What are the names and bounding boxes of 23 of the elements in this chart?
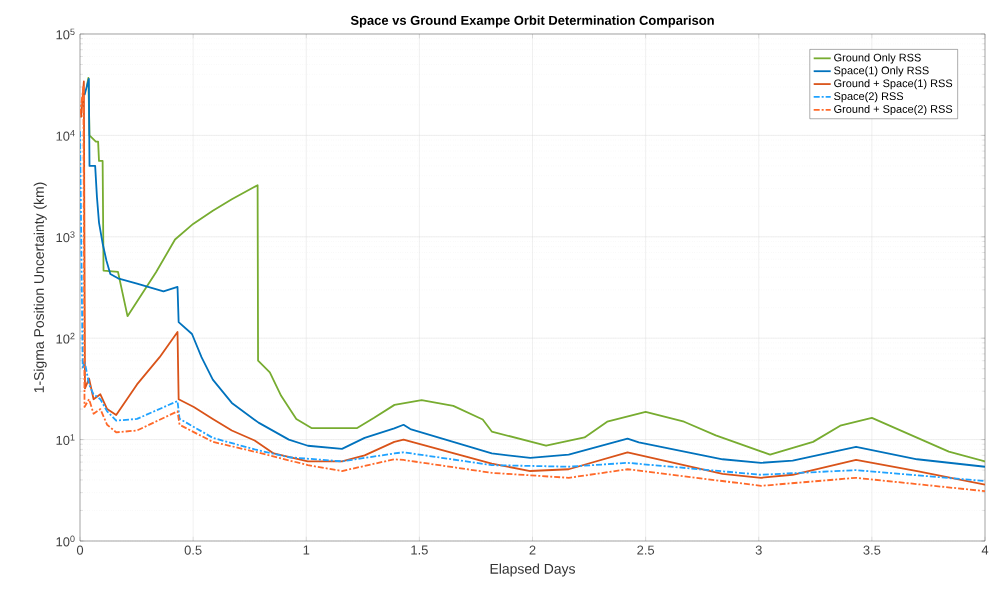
y-tick-label: 10$^{1}$ (56, 434, 75, 445)
legend-label: Space(2) RSS (834, 92, 904, 103)
x-tick-label: 4 (981, 545, 989, 555)
x-tick-label: 1 (303, 545, 310, 555)
x-tick-label: 3 (755, 545, 762, 555)
chart-title: Space vs Ground Exampe Orbit Determination Comparison (350, 15, 714, 28)
legend-label: Ground + Space(2) RSS (834, 104, 953, 116)
x-tick-label: 0.5 (184, 545, 202, 555)
legend-label: Ground Only RSS (834, 53, 921, 64)
legend-label: Ground + Space(1) RSS (834, 79, 953, 90)
y-axis-title: 1-Sigma Position Uncertainty (km) (33, 182, 47, 393)
x-tick-label: 2.5 (637, 545, 655, 555)
y-tick-label: 10$^{5}$ (56, 28, 75, 40)
x-tick-label: 3.5 (863, 545, 881, 555)
legend-label: Space(1) Only RSS (834, 66, 929, 77)
y-tick-label: 10$^{4}$ (56, 130, 75, 141)
x-tick-label: 0 (76, 545, 84, 555)
y-tick-label: 10$^{2}$ (56, 332, 75, 344)
x-tick-label: 2 (529, 545, 536, 555)
y-tick-label: 10$^{3}$ (56, 231, 75, 243)
y-tick-label: 10$^{0}$ (56, 535, 75, 547)
x-tick-label: 1.5 (411, 545, 428, 555)
x-axis-title: Elapsed Days (490, 563, 575, 577)
